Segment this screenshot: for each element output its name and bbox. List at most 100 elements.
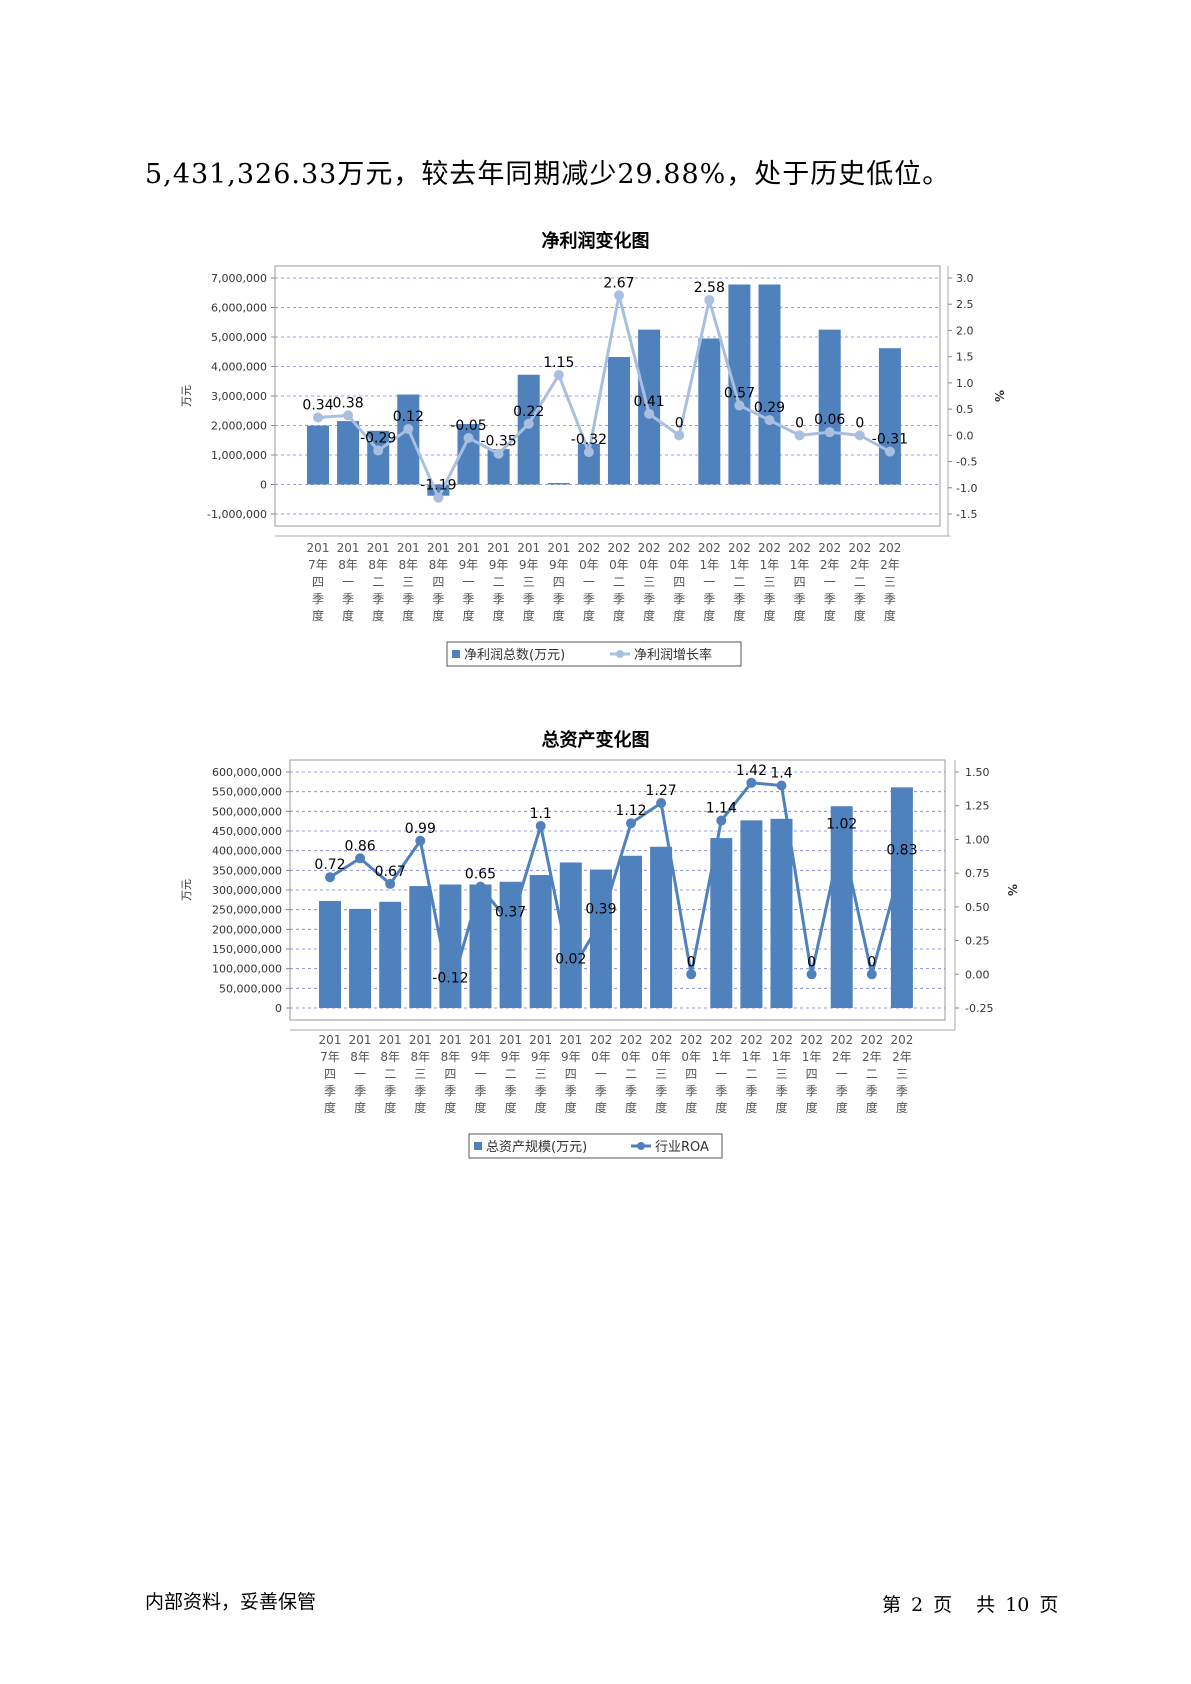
- data-label: 0.38: [333, 395, 364, 411]
- y-tick-label: 7,000,000: [211, 272, 267, 285]
- y2-tick-label: 0.00: [965, 968, 990, 981]
- legend-box: [446, 641, 742, 667]
- y-tick-label: -1,000,000: [207, 508, 267, 521]
- bar: [529, 875, 552, 1008]
- bar: [770, 818, 793, 1008]
- data-label: 0: [687, 954, 696, 970]
- x-tick-label: 201 8年四季度: [439, 1033, 462, 1115]
- x-tick-label: 201 8年三季度: [397, 541, 420, 623]
- y2-tick-label: 0.25: [965, 935, 990, 948]
- y2-tick-label: 0.5: [956, 403, 974, 416]
- data-label: 0: [795, 415, 804, 431]
- data-label: -0.35: [480, 434, 516, 450]
- y-axis-title: 万元: [180, 385, 193, 407]
- line-point: [824, 427, 835, 438]
- line-point: [674, 430, 685, 441]
- line-point: [776, 780, 787, 791]
- y-tick-label: 350,000,000: [212, 864, 282, 877]
- line-point: [463, 432, 474, 443]
- x-tick-label: 202 2年三季度: [878, 541, 901, 623]
- data-label: 1.15: [543, 355, 574, 371]
- x-tick-label: 202 0年四季度: [668, 541, 691, 623]
- y2-tick-label: 3.0: [956, 272, 974, 285]
- bar: [517, 374, 540, 485]
- bar: [589, 869, 612, 1008]
- line-point: [553, 370, 564, 381]
- data-label: 0: [855, 415, 864, 431]
- x-tick-label: 201 8年二季度: [379, 1033, 402, 1115]
- bar: [397, 394, 420, 485]
- y2-tick-label: 1.0: [956, 377, 974, 390]
- x-tick-label: 201 8年一季度: [337, 541, 360, 623]
- total-assets-chart: 600,000,000 550,000,000 500,000,000 450,000…: [180, 759, 1019, 1159]
- data-label: -1.19: [420, 478, 456, 494]
- bar: [698, 338, 721, 485]
- data-label: 0.39: [585, 902, 616, 918]
- y2-tick-label: -1.5: [956, 508, 977, 521]
- x-tick-label: 202 0年三季度: [650, 1033, 673, 1115]
- data-label: 0.67: [375, 864, 406, 880]
- data-label: 1.02: [826, 817, 857, 833]
- y-tick-label: 550,000,000: [212, 786, 282, 799]
- x-tick-label: 201 8年二季度: [367, 541, 390, 623]
- legend-bar-swatch: [474, 1142, 482, 1150]
- y-tick-label: 100,000,000: [212, 963, 282, 976]
- x-tick-label: 201 9年二季度: [487, 541, 510, 623]
- y-tick-label: 250,000,000: [212, 904, 282, 917]
- bar: [499, 881, 522, 1008]
- data-label: 0.06: [814, 412, 845, 428]
- line-point: [836, 831, 847, 842]
- line-point: [626, 818, 636, 829]
- bar: [638, 329, 661, 485]
- data-label: 1.14: [706, 801, 737, 817]
- legend-bar-label: 净利润总数(万元): [464, 648, 565, 663]
- x-tick-label: 202 1年三季度: [770, 1033, 793, 1115]
- page-number: 2: [911, 1594, 924, 1616]
- bar: [439, 884, 462, 1008]
- line-point: [656, 798, 667, 809]
- line-point: [355, 853, 366, 864]
- y-tick-label: 400,000,000: [212, 845, 282, 858]
- line-point: [313, 412, 323, 423]
- y2-tick-label: 1.00: [965, 833, 990, 846]
- bar: [620, 855, 642, 1008]
- y-tick-label: 300,000,000: [212, 884, 282, 897]
- data-label: -0.31: [872, 432, 908, 448]
- y-tick-label: 2,000,000: [211, 420, 267, 433]
- line-point: [595, 916, 606, 927]
- line-point: [896, 857, 907, 868]
- line-point: [493, 448, 504, 459]
- data-label: -0.29: [360, 431, 396, 447]
- x-tick-label: 202 1年二季度: [740, 1033, 763, 1115]
- data-label: 1.27: [646, 783, 677, 799]
- bar: [409, 886, 432, 1008]
- line-point: [373, 445, 384, 456]
- page-unit: 页: [933, 1594, 953, 1616]
- x-tick-label: 201 9年一季度: [469, 1033, 492, 1115]
- data-label: 0.12: [393, 409, 424, 425]
- data-label: 0.83: [886, 842, 917, 858]
- x-tick-label: 202 0年一季度: [589, 1033, 612, 1115]
- x-tick-label: 201 8年四季度: [427, 541, 450, 623]
- data-label: 0.65: [465, 867, 496, 883]
- line-point: [433, 492, 444, 503]
- total-assets-chart-title: 总资产变化图: [541, 730, 650, 751]
- line-point: [445, 985, 456, 996]
- y2-tick-label: -0.25: [965, 1002, 993, 1015]
- line-point: [614, 290, 624, 301]
- y-tick-label: 6,000,000: [211, 302, 267, 315]
- y2-axis-title: %: [1005, 884, 1019, 896]
- data-label: 0: [675, 415, 684, 431]
- x-tick-label: 202 2年一季度: [818, 541, 841, 623]
- y-tick-label: 450,000,000: [212, 825, 282, 838]
- data-label: 0.02: [555, 952, 586, 968]
- data-label: 0.22: [513, 404, 544, 420]
- line-point: [854, 430, 865, 441]
- bar: [337, 421, 360, 485]
- line-point: [644, 408, 655, 419]
- bar: [740, 820, 763, 1008]
- bar: [547, 483, 570, 485]
- data-label: 0: [807, 954, 816, 970]
- footer-confidential: 内部资料，妥善保管: [145, 1591, 317, 1613]
- y-tick-label: 0: [260, 479, 267, 492]
